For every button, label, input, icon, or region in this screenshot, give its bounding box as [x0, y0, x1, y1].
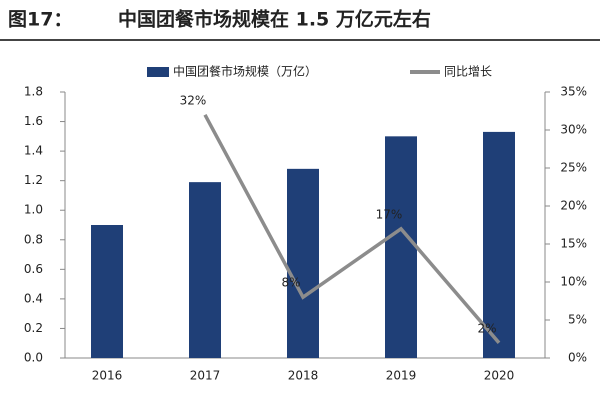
y-tick-label: 1.4: [24, 144, 43, 158]
x-tick-label: 2019: [386, 369, 417, 383]
data-label: 17%: [376, 207, 403, 221]
y-tick-label: 0.2: [24, 321, 43, 335]
chart-title: 中国团餐市场规模在 1.5 万亿元左右: [118, 8, 431, 31]
bar: [91, 225, 123, 358]
y2-tick-label: 0%: [568, 351, 587, 365]
y2-tick-label: 35%: [560, 85, 587, 99]
x-tick-label: 2018: [288, 369, 319, 383]
y2-tick-label: 5%: [568, 313, 587, 327]
data-label: 32%: [180, 93, 207, 107]
y-tick-label: 0.8: [24, 232, 43, 246]
y-tick-label: 1.0: [24, 203, 43, 217]
bar: [287, 168, 319, 358]
y2-tick-label: 15%: [560, 237, 587, 251]
legend-swatch: [147, 67, 169, 77]
y-tick-label: 0.6: [24, 262, 43, 276]
data-label: 8%: [281, 276, 300, 290]
line: [203, 113, 501, 344]
legend-label: 中国团餐市场规模（万亿）: [173, 64, 317, 79]
y-tick-label: 1.2: [24, 173, 43, 187]
y2-tick-label: 20%: [560, 199, 587, 213]
bar: [483, 131, 515, 358]
y2-tick-label: 30%: [560, 123, 587, 137]
y-tick-label: 0.0: [24, 351, 43, 365]
x-tick-label: 2017: [190, 369, 221, 383]
y-tick-label: 1.8: [24, 85, 43, 99]
figure-label: 图17：: [8, 9, 72, 31]
bar: [385, 136, 417, 358]
y2-tick-label: 25%: [560, 161, 587, 175]
x-tick-label: 2020: [484, 369, 515, 383]
bar: [189, 182, 221, 358]
y-tick-label: 1.6: [24, 114, 43, 128]
y2-tick-label: 10%: [560, 275, 587, 289]
x-tick-label: 2016: [92, 369, 123, 383]
y-tick-label: 0.4: [24, 291, 43, 305]
legend-label: 同比增长: [444, 65, 492, 79]
data-label: 2%: [477, 321, 496, 335]
